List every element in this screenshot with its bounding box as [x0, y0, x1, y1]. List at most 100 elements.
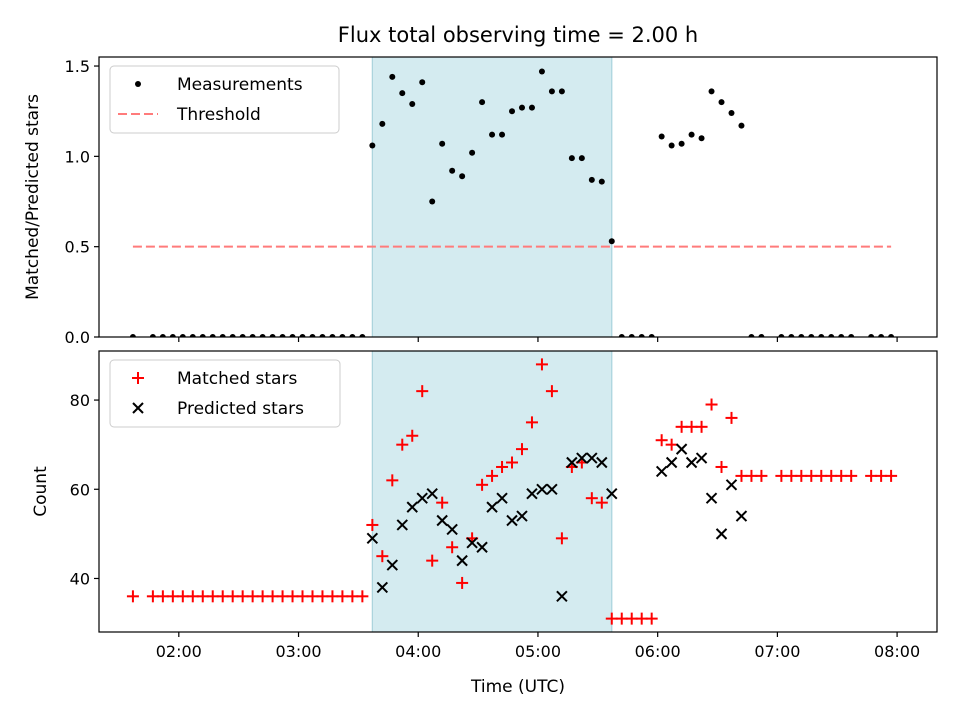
measurement-point	[658, 133, 665, 140]
y-tick-label: 80	[70, 391, 90, 410]
predicted-star-point	[576, 452, 588, 464]
matched-star-point	[655, 434, 668, 447]
predicted-star-point	[725, 479, 738, 491]
measurement-point	[219, 334, 226, 337]
measurement-point	[209, 334, 216, 337]
x-b	[735, 510, 748, 522]
x-b	[536, 483, 548, 495]
predicted-star-point	[685, 456, 698, 469]
x-b	[546, 483, 558, 495]
x-b	[586, 452, 598, 464]
matched-star-point	[416, 385, 429, 398]
measurement-point	[518, 104, 525, 111]
matched-star-point	[356, 590, 369, 603]
y-tick-label: 40	[70, 569, 90, 588]
matched-star-point	[695, 420, 708, 433]
observing-span	[372, 351, 612, 632]
measurement-point	[329, 334, 336, 337]
x-b	[695, 452, 708, 464]
measurement-point	[269, 334, 276, 337]
x-b	[436, 514, 448, 527]
measurement-point	[648, 334, 655, 337]
measurement-point	[708, 88, 715, 95]
measurement-point	[738, 122, 745, 129]
measurement-point	[528, 104, 535, 111]
predicted-star-point	[735, 510, 748, 522]
measurement-point	[788, 334, 795, 337]
measurement-point	[878, 334, 885, 337]
matched-star-point	[446, 541, 459, 554]
predicted-star-point	[376, 581, 389, 594]
x-tick-label: 03:00	[275, 642, 321, 661]
predicted-star-point	[456, 554, 468, 567]
measurement-point	[798, 334, 805, 337]
measurement-point	[149, 334, 156, 337]
measurement-point	[489, 131, 496, 138]
x-b	[596, 456, 608, 469]
measurement-point	[309, 334, 316, 337]
measurement-point	[439, 140, 446, 147]
measurement-point	[359, 334, 366, 337]
measurement-point	[259, 334, 266, 337]
matched-star-point	[376, 550, 389, 563]
x-b	[715, 528, 728, 540]
predicted-star-point	[396, 519, 408, 531]
measurement-point	[429, 198, 436, 205]
x-b	[516, 510, 528, 522]
measurement-point	[818, 334, 825, 337]
x-b	[486, 501, 498, 513]
legend-label: Matched stars	[177, 369, 297, 389]
measurement-point	[748, 334, 755, 337]
matched-star-point	[585, 492, 598, 505]
predicted-star-point	[446, 523, 458, 536]
legend-measurement-handle	[135, 81, 141, 87]
x-axis-label: Time (UTC)	[470, 677, 565, 697]
x-b	[406, 501, 418, 513]
matched-star-point	[885, 469, 898, 482]
plot-frame	[98, 56, 938, 338]
measurement-point	[319, 334, 326, 337]
legend-label: Predicted stars	[177, 399, 304, 419]
x-tick-label: 02:00	[156, 642, 202, 661]
x-b	[466, 537, 478, 549]
matched-star-point	[396, 438, 409, 451]
measurement-point	[778, 334, 785, 337]
x-tick-label: 05:00	[515, 642, 561, 661]
predicted-star-point	[665, 456, 678, 469]
measurement-point	[509, 108, 516, 115]
predicted-star-point	[526, 488, 538, 500]
measurement-point	[239, 334, 246, 337]
matched-star-point	[386, 474, 399, 487]
measurement-point	[618, 334, 625, 337]
measurement-point	[688, 131, 695, 138]
measurement-point	[189, 334, 196, 337]
measurement-point	[279, 334, 286, 337]
measurement-point	[588, 176, 595, 183]
predicted-star-point	[426, 488, 438, 500]
x-b	[506, 514, 518, 527]
matched-star-point	[545, 385, 558, 398]
y-tick-label: 60	[70, 480, 90, 499]
legend-box	[109, 359, 341, 428]
measurement-point	[229, 334, 236, 337]
matched-star-point	[406, 429, 419, 442]
x-b	[685, 456, 698, 469]
matched-star-point	[126, 590, 139, 603]
x-tick-label: 07:00	[754, 642, 800, 661]
measurement-point	[339, 334, 346, 337]
measurement-point	[538, 68, 545, 75]
measurement-point	[469, 149, 476, 156]
predicted-star-point	[715, 528, 728, 540]
predicted-star-point	[386, 559, 399, 571]
measurement-point	[349, 334, 356, 337]
x-b	[396, 519, 408, 531]
measurement-point	[608, 238, 615, 245]
measurement-point	[299, 334, 306, 337]
predicted-star-point	[596, 456, 608, 469]
matched-star-point	[476, 478, 489, 491]
measurement-point	[718, 99, 725, 106]
predicted-star-point	[566, 456, 578, 469]
matched-star-point	[496, 460, 509, 473]
x-b	[556, 590, 568, 603]
